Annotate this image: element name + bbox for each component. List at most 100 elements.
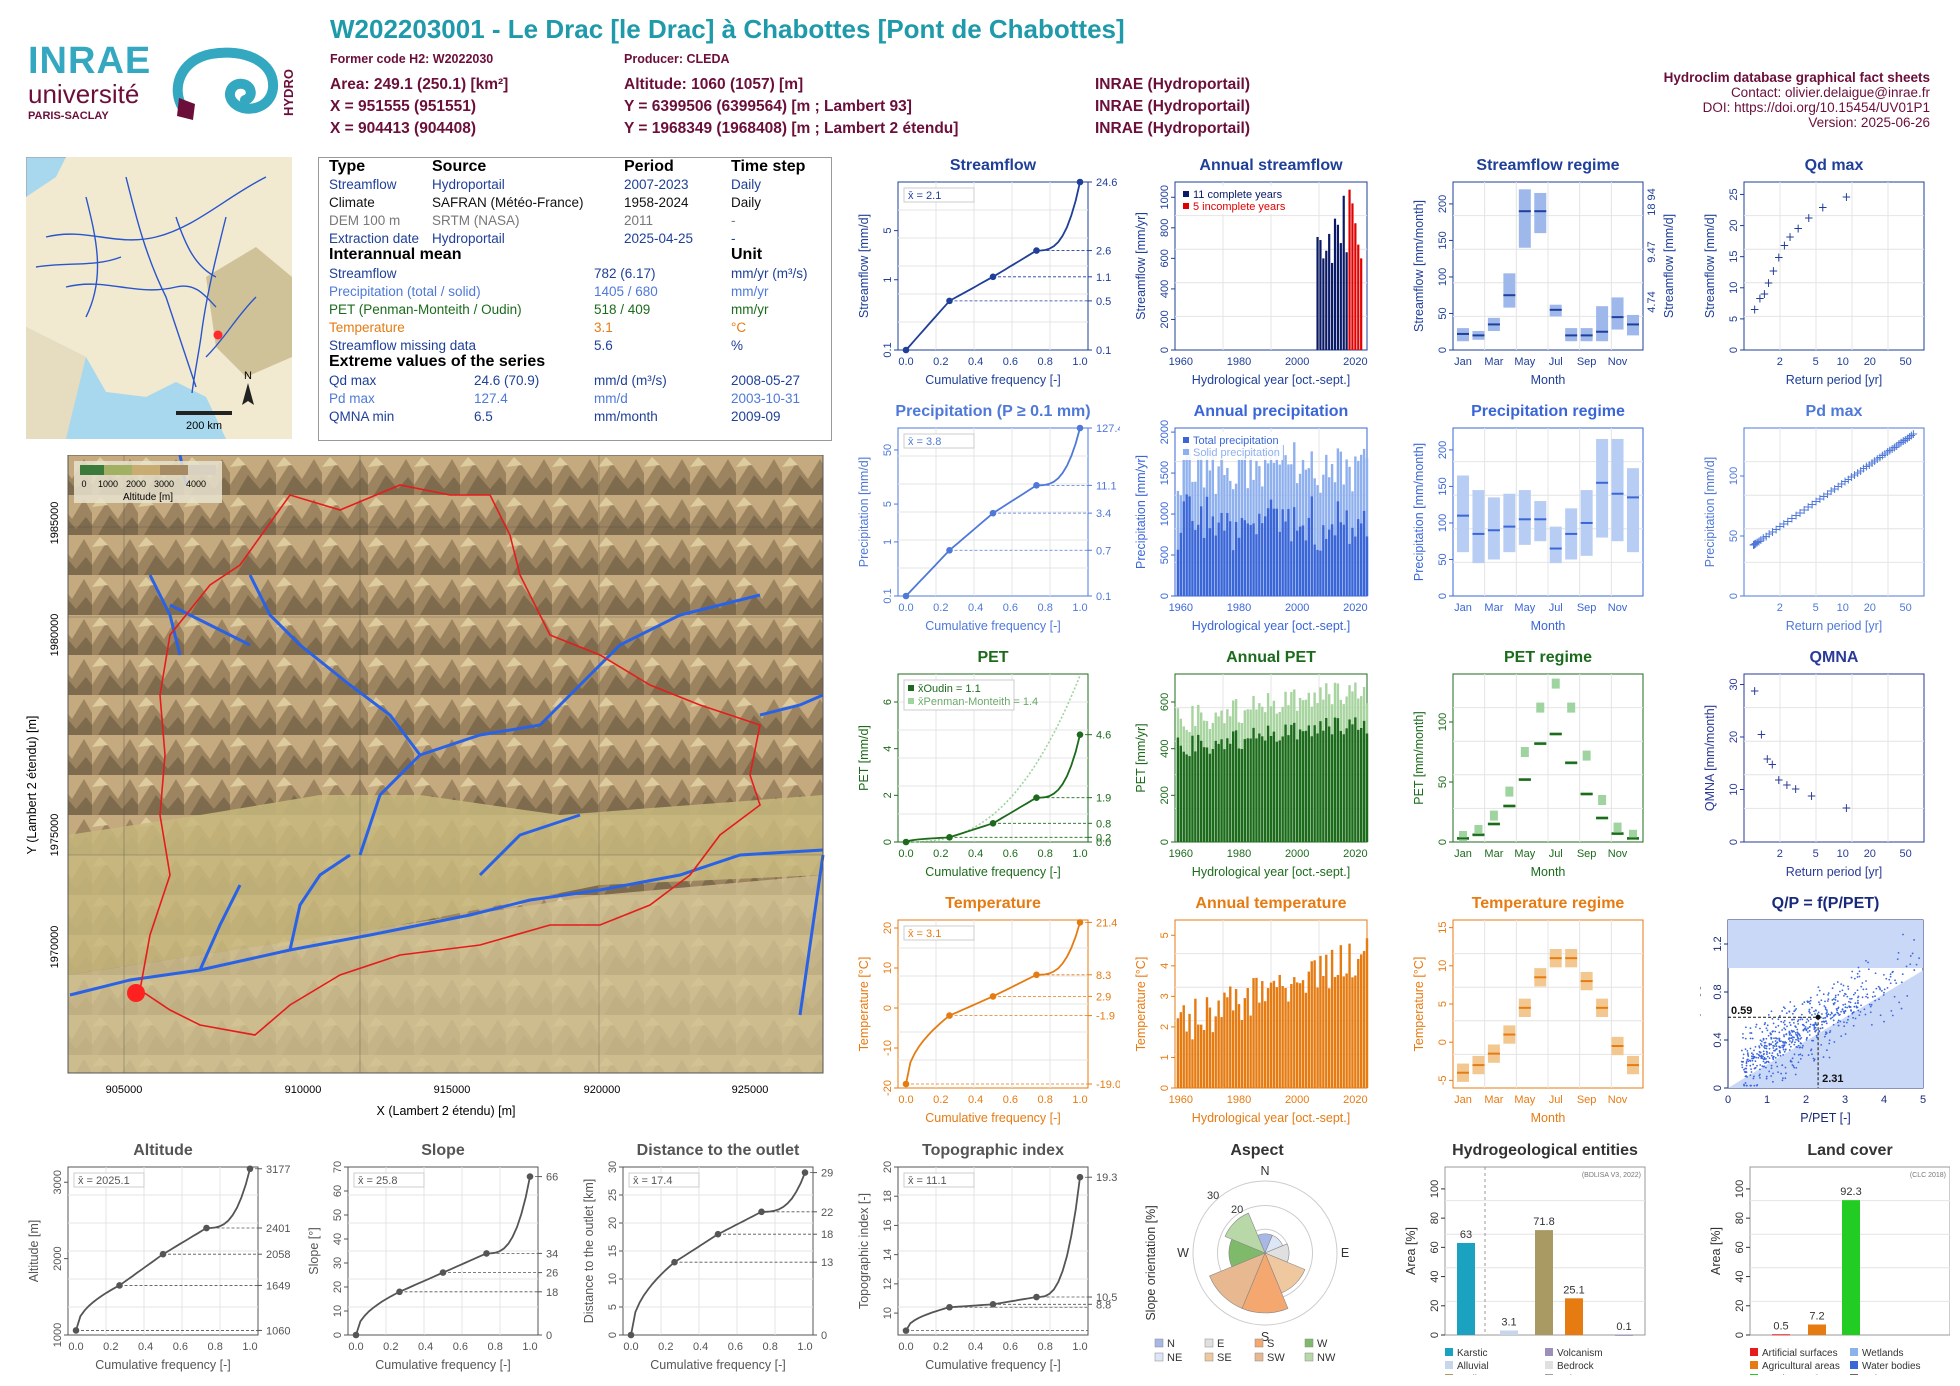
annual-bar <box>1313 478 1316 596</box>
qp-point <box>1766 1055 1769 1058</box>
qp-point <box>1806 1018 1809 1021</box>
annual-bar <box>1281 986 1284 1088</box>
y-tick-label: 600 <box>1159 693 1171 711</box>
qp-point <box>1826 1049 1828 1052</box>
bar-label: 71.8 <box>1533 1216 1554 1228</box>
qp-point <box>1821 1020 1823 1023</box>
y-axis-label: Slope [°] <box>307 1227 321 1274</box>
bar-label: 3.1 <box>1501 1316 1516 1328</box>
qp-point <box>1794 1031 1797 1034</box>
qp-point <box>1770 1037 1773 1039</box>
annual-bar <box>1226 512 1229 596</box>
legend-swatch <box>1750 1348 1758 1356</box>
ppet-label: 2.31 <box>1822 1073 1843 1085</box>
qp-point <box>1796 1046 1799 1049</box>
precipitation-regime-chart: Precipitation regime Month Precipitation [… <box>1412 403 1644 633</box>
data-point: + <box>1779 517 1789 531</box>
data-point: + <box>1748 538 1758 552</box>
mean-label: x̄ = 2025.1 <box>78 1175 130 1187</box>
x-tick-label: 0.8 <box>1038 602 1053 614</box>
qp-point <box>1855 1005 1858 1008</box>
y-tick-label: 150 <box>1437 231 1449 249</box>
row-source: SAFRAN (Météo-France) <box>432 195 584 210</box>
legend-label: 5 incomplete years <box>1193 201 1286 213</box>
qp-point <box>1829 1029 1832 1032</box>
qp-point <box>1826 1015 1829 1018</box>
right-tick-label: 11.1 <box>1096 480 1117 492</box>
data-point: + <box>1826 484 1836 498</box>
qp-point <box>1803 1001 1806 1004</box>
annual-bar <box>1298 526 1302 596</box>
annual-bar <box>1357 958 1360 1088</box>
quantile-point <box>72 1327 80 1334</box>
qp-point <box>1788 1043 1791 1046</box>
y-tick-label: 25 <box>1728 188 1740 200</box>
chart-title: Annual precipitation <box>1194 403 1349 420</box>
qp-point <box>1825 1031 1827 1034</box>
y-lambert93: Y = 6399506 (6399564) [m ; Lambert 93] <box>624 98 912 115</box>
qp-point <box>1844 1003 1847 1006</box>
land-cover-chart: Land cover Area [%] (CLC 2018) 0.5 7.2 92.3 0 2… <box>1709 1142 1950 1375</box>
data-point: + <box>1894 437 1904 451</box>
qp-point <box>1898 1001 1901 1004</box>
qp-point <box>1759 1051 1762 1054</box>
y-axis-label: PET [mm/yr] <box>1134 723 1148 792</box>
map-ylabel: Y (Lambert 2 étendu) [m] <box>25 716 39 855</box>
right-tick-label: 0.7 <box>1096 545 1111 557</box>
map-xtick: 915000 <box>434 1084 471 1096</box>
data-point: + <box>1762 752 1772 766</box>
qp-point <box>1792 1039 1794 1041</box>
x-tick-label: 2000 <box>1285 848 1309 860</box>
y-tick-label: 2000 <box>1159 420 1171 444</box>
qp-point <box>1802 1044 1804 1047</box>
legend-tick: 0 <box>81 479 86 489</box>
x-axis-label: Cumulative frequency [-] <box>375 1358 510 1372</box>
data-point: + <box>1898 434 1908 448</box>
qp-point <box>1851 1012 1854 1015</box>
topographic-index-cdf-chart: Topographic index Cumulative frequency [-… <box>857 1142 1117 1372</box>
annual-bar <box>1197 524 1200 596</box>
y-tick-label: 50 <box>1437 553 1449 565</box>
annual-bar <box>1313 544 1316 596</box>
y-tick-label: 50 <box>332 1209 344 1221</box>
qp-point <box>1761 1057 1764 1060</box>
x-tick-label: 50 <box>1900 848 1912 860</box>
x-tick-label: 5 <box>1813 602 1819 614</box>
x-axis-label: Hydrological year [oct.-sept.] <box>1192 865 1350 879</box>
qp-point <box>1913 969 1916 971</box>
annual-bar <box>1304 730 1308 842</box>
annual-bar <box>1255 460 1258 596</box>
annual-bar <box>1319 955 1322 1088</box>
x-tick-label: Jul <box>1549 356 1563 368</box>
qp-point <box>1883 988 1886 991</box>
chart-title: Qd max <box>1805 157 1864 174</box>
qp-point <box>1879 988 1882 991</box>
annual-bar <box>1351 527 1354 596</box>
north-label: N <box>244 370 252 382</box>
x-tick-label: 0.4 <box>968 356 983 368</box>
annual-bar <box>1194 529 1197 596</box>
legend-swatch <box>1304 1338 1314 1348</box>
qp-point <box>1825 1022 1828 1025</box>
regime-box <box>1518 189 1531 248</box>
annual-bar <box>1345 728 1348 842</box>
annual-bar <box>1333 218 1337 350</box>
annual-bar <box>1199 1024 1203 1088</box>
qp-point <box>1847 1015 1850 1018</box>
data-point: + <box>1892 439 1902 453</box>
y-tick-label: 0 <box>1728 593 1740 599</box>
qp-point <box>1766 1024 1769 1027</box>
chart-title: Annual PET <box>1226 649 1316 666</box>
qp-point <box>1788 1049 1791 1051</box>
qp-point <box>1763 1046 1765 1048</box>
x-tick-label: 10 <box>1837 602 1849 614</box>
map-xtick: 905000 <box>106 1084 143 1096</box>
x-tick-label: 0.8 <box>1038 848 1053 860</box>
qp-point <box>1855 1006 1858 1009</box>
qp-point <box>1770 1075 1773 1077</box>
quantile-point <box>159 1250 167 1258</box>
qp-point <box>1836 1021 1839 1024</box>
annual-bar <box>1234 989 1238 1088</box>
y-axis-label: Q/P [-] <box>1700 986 1701 1022</box>
y-tick-label: 4 <box>882 746 894 752</box>
